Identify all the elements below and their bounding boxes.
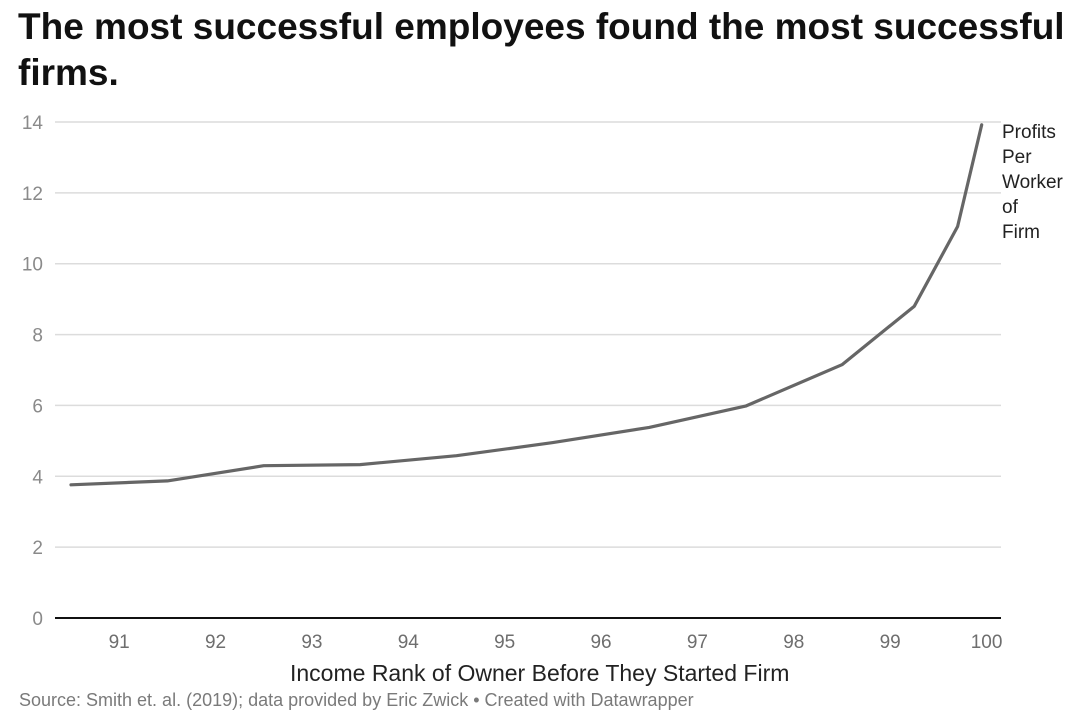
x-tick-label: 95 (494, 632, 515, 653)
series-line (69, 123, 984, 487)
series-label-line: Firm (1002, 222, 1040, 243)
y-tick-label: 2 (32, 538, 43, 559)
series-label-line: Per (1002, 147, 1032, 168)
series-label-line: of (1002, 197, 1019, 218)
x-tick-label: 96 (590, 632, 611, 653)
y-tick-label: 6 (32, 396, 43, 417)
x-tick-label: 98 (783, 632, 804, 653)
x-tick-label: 94 (398, 632, 420, 653)
x-tick-label: 97 (687, 632, 708, 653)
y-tick-label: 8 (32, 326, 43, 347)
chart-title: The most successful employees found the … (18, 6, 1065, 93)
x-axis-ticks: 91 92 93 94 95 96 97 98 99 100 (109, 632, 1003, 653)
x-tick-label: 92 (205, 632, 226, 653)
y-axis-ticks: 0 2 4 6 8 10 12 14 (22, 113, 44, 630)
x-axis-label-text: Income Rank of Owner Before They Started… (290, 660, 790, 686)
x-tick-label: 91 (109, 632, 130, 653)
y-tick-label: 10 (22, 255, 43, 276)
x-tick-label: 99 (880, 632, 901, 653)
series-end-label: Profits Per Worker of Firm (1002, 122, 1064, 243)
y-tick-label: 12 (22, 184, 43, 205)
series-label-line: Profits (1002, 122, 1056, 143)
series-lines (69, 123, 984, 487)
series-label-line: Worker (1002, 172, 1064, 193)
gridlines (55, 121, 1001, 548)
y-tick-label: 14 (22, 113, 44, 134)
x-tick-label: 93 (301, 632, 322, 653)
x-tick-label: 100 (971, 632, 1003, 653)
series-label: Profits Per Worker of Firm (1002, 122, 1064, 243)
source-footer: Source: Smith et. al. (2019); data provi… (19, 690, 694, 710)
y-tick-label: 4 (32, 467, 43, 488)
y-tick-label: 0 (32, 609, 43, 630)
